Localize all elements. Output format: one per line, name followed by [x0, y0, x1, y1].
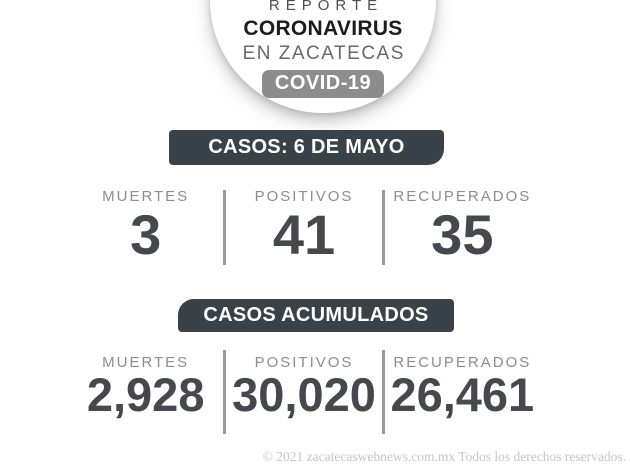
cumulative-recovered-value: 26,461	[390, 368, 535, 421]
daily-stat-deaths: MUERTES 3	[68, 187, 223, 273]
daily-cases-banner-label: CASOS: 6 DE MAYO	[208, 136, 405, 158]
cumulative-deaths-value: 2,928	[86, 368, 205, 421]
daily-stat-recovered: RECUPERADOS 35	[385, 187, 540, 273]
cumulative-stat-positives: POSITIVOS 30,020	[226, 350, 381, 434]
vertical-divider	[381, 350, 385, 434]
daily-positives-value: 41	[272, 203, 336, 266]
cumulative-positives-value: 30,020	[232, 368, 376, 421]
daily-cases-banner: CASOS: 6 DE MAYO	[169, 127, 453, 165]
daily-stats-row: MUERTES 3 POSITIVOS 41 RECUPERADOS 35	[68, 187, 540, 273]
daily-deaths-label: MUERTES	[102, 188, 190, 205]
cumulative-stats-row: MUERTES 2,928 POSITIVOS 30,020 RECUPERAD…	[68, 350, 540, 434]
cumulative-stat-deaths: MUERTES 2,928	[68, 350, 223, 434]
daily-recovered-label: RECUPERADOS	[393, 188, 532, 205]
badge-region-text: EN ZACATECAS	[242, 43, 405, 64]
cumulative-cases-banner: CASOS ACUMULADOS	[178, 297, 462, 336]
copyright-text: © 2021 zacatecaswebnews.com.mx Todos los…	[262, 449, 626, 464]
daily-positives-label: POSITIVOS	[254, 188, 354, 205]
cumulative-stat-recovered: RECUPERADOS 26,461	[385, 350, 540, 434]
cumulative-recovered-label: RECUPERADOS	[393, 354, 532, 371]
badge-coronavirus-text: CORONAVIRUS	[243, 17, 403, 40]
cumulative-deaths-label: MUERTES	[102, 354, 190, 371]
vertical-divider	[381, 190, 385, 265]
daily-stat-positives: POSITIVOS 41	[226, 187, 381, 273]
badge-report-text: REPORTE	[268, 0, 384, 14]
daily-recovered-value: 35	[431, 203, 494, 266]
vertical-divider	[223, 190, 227, 265]
report-badge: REPORTE CORONAVIRUS EN ZACATECAS COVID-1…	[210, 0, 436, 113]
cumulative-positives-label: POSITIVOS	[254, 354, 354, 371]
vertical-divider	[223, 350, 227, 434]
covid19-pill: COVID-19	[261, 70, 385, 98]
daily-deaths-value: 3	[130, 203, 162, 266]
cumulative-cases-banner-label: CASOS ACUMULADOS	[203, 304, 429, 326]
